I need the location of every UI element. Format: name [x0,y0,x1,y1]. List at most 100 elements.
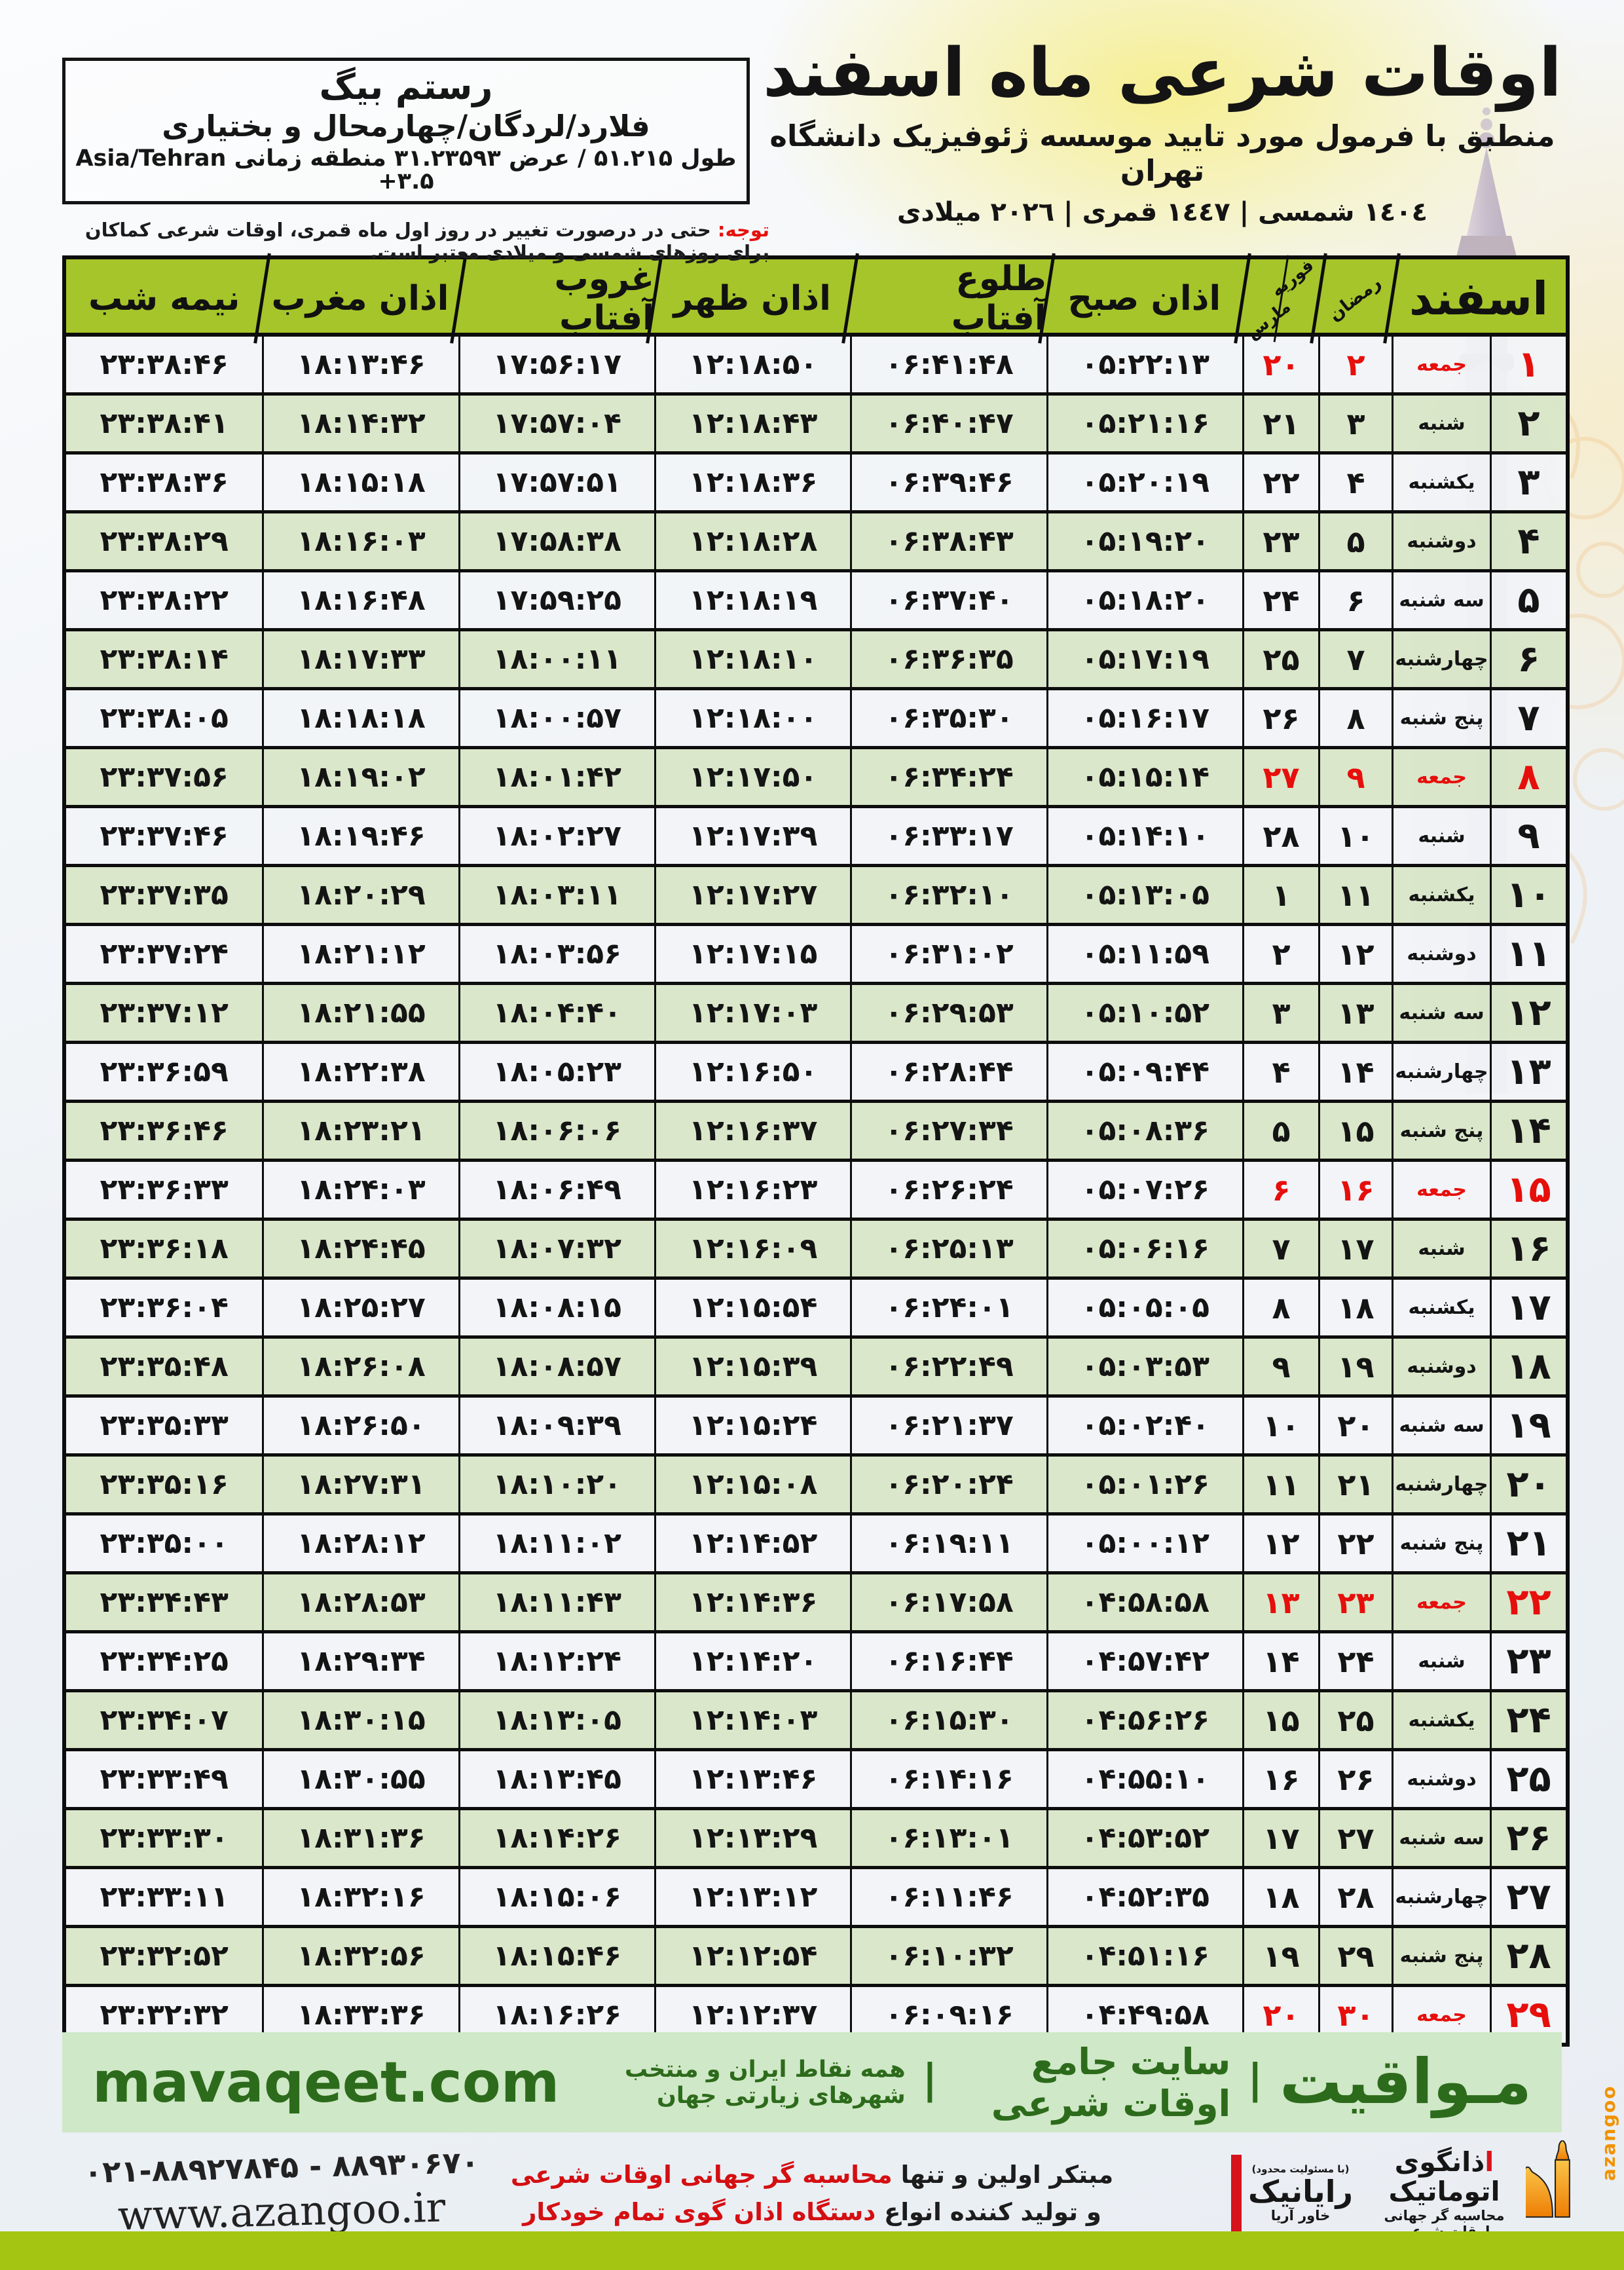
cell-azan-sobh: ۰۵:۱۱:۵۹ [1046,926,1242,982]
cell-ghorub-aftab: ۱۸:۱۵:۴۶ [458,1928,654,1984]
cell-azan-zohr: ۱۲:۱۸:۲۸ [654,513,850,569]
table-row: ۴ دوشنبه ۵ ۲۳ ۰۵:۱۹:۲۰ ۰۶:۳۸:۴۳ ۱۲:۱۸:۲۸… [66,513,1566,572]
cell-azan-maghreb: ۱۸:۲۵:۲۷ [262,1280,458,1335]
cell-azan-zohr: ۱۲:۱۴:۳۶ [654,1574,850,1630]
cell-weekday: پنج شنبه [1392,690,1490,746]
cell-ghorub-aftab: ۱۸:۰۸:۵۷ [458,1339,654,1394]
cell-ghorub-aftab: ۱۸:۰۶:۰۶ [458,1103,654,1159]
cell-day-number: ۱۷ [1490,1280,1566,1335]
cell-nime-shab: ۲۳:۳۸:۱۴ [100,642,229,676]
title-block: اوقات شرعی ماه اسفند منطبق با فرمول مورد… [753,30,1572,227]
cell-tolu-aftab: ۰۶:۲۷:۳۴ [850,1103,1046,1159]
cell-azan-maghreb: ۱۸:۳۰:۱۵ [262,1692,458,1748]
footer-separator: | [922,2055,938,2103]
cell-nime-shab: ۲۳:۳۷:۵۶ [100,760,229,794]
column-header-tolu-aftab: طلوع آفتاب [850,259,1046,338]
cell-ghorub-aftab: ۱۷:۵۸:۳۸ [458,513,654,569]
cell-feb-mar-day: ۲ [1242,926,1318,982]
cell-azan-maghreb: ۱۸:۱۳:۴۶ [262,337,458,392]
cell-nime-shab: ۲۳:۳۶:۵۹ [100,1054,229,1088]
cell-tolu-aftab: ۰۶:۳۸:۴۳ [850,513,1046,569]
cell-nime-shab: ۲۳:۳۸:۴۶ [100,347,229,381]
cell-nime-shab: ۲۳:۳۴:۰۷ [100,1703,229,1737]
timezone-value: Asia/Tehran +۳.۵ [75,145,434,195]
cell-azan-maghreb: ۱۸:۲۶:۰۸ [262,1339,458,1394]
rayanik-name: رایانیک [1248,2173,1353,2209]
cell-day-number: ۲۷ [1490,1869,1566,1925]
column-header-nime-shab: نیمه شب [88,279,240,318]
column-header-feb-mar: فوریه مارس [1242,255,1318,343]
cell-azan-maghreb: ۱۸:۱۶:۴۸ [262,572,458,628]
cell-weekday: چهارشنبه [1392,1044,1490,1100]
cell-azan-maghreb: ۱۸:۲۴:۰۳ [262,1162,458,1218]
cell-ramadan-day: ۲۰ [1318,1398,1392,1453]
cell-ghorub-aftab: ۱۷:۵۷:۵۱ [458,455,654,510]
cell-nime-shab: ۲۳:۳۶:۰۴ [100,1290,229,1324]
cell-ramadan-day: ۵ [1318,513,1392,569]
cell-azan-zohr: ۱۲:۱۵:۰۸ [654,1457,850,1512]
cell-ghorub-aftab: ۱۸:۰۱:۴۲ [458,749,654,805]
cell-azan-sobh: ۰۵:۲۰:۱۹ [1046,455,1242,510]
cell-weekday: چهارشنبه [1392,1869,1490,1925]
column-header-ghorub-aftab: غروب آفتاب [458,259,654,338]
table-row: ۱ جمعه ۲ ۲۰ ۰۵:۲۲:۱۳ ۰۶:۴۱:۴۸ ۱۲:۱۸:۵۰ ۱… [66,337,1566,396]
rayanik-tiny-text: (با مسئولیت محدود) [1251,2163,1350,2175]
cell-weekday: سه شنبه [1392,1398,1490,1453]
cell-azan-maghreb: ۱۸:۱۶:۰۳ [262,513,458,569]
footer-separator: | [1247,2055,1263,2103]
table-row: ۸ جمعه ۹ ۲۷ ۰۵:۱۵:۱۴ ۰۶:۳۴:۲۴ ۱۲:۱۷:۵۰ ۱… [66,749,1566,808]
column-header-azan-zohr: اذان ظهر [654,259,850,338]
cell-azan-sobh: ۰۵:۱۵:۱۴ [1046,749,1242,805]
cell-weekday: چهارشنبه [1392,631,1490,687]
cell-azan-maghreb: ۱۸:۱۸:۱۸ [262,690,458,746]
cell-ramadan-day: ۱۹ [1318,1339,1392,1394]
footer-tagline: همه نقاط ایران و منتخب شهرهای زیارتی جها… [625,2056,906,2109]
cell-ghorub-aftab: ۱۸:۰۹:۳۹ [458,1398,654,1453]
cell-ghorub-aftab: ۱۸:۰۸:۱۵ [458,1280,654,1335]
cell-azan-zohr: ۱۲:۱۸:۰۰ [654,690,850,746]
cell-tolu-aftab: ۰۶:۱۳:۰۱ [850,1810,1046,1866]
cell-azan-maghreb: ۱۸:۲۷:۳۱ [262,1457,458,1512]
cell-feb-mar-day: ۲۸ [1242,808,1318,864]
cell-azan-zohr: ۱۲:۱۳:۲۹ [654,1810,850,1866]
cell-feb-mar-day: ۱۹ [1242,1928,1318,1984]
cell-feb-mar-day: ۸ [1242,1280,1318,1335]
cell-day-number: ۲۰ [1490,1457,1566,1512]
contact-block: ۰۲۱-۸۸۹۲۷۸۴۵ - ۸۸۹۳۰۶۷۰ www.azangoo.ir [79,2144,485,2239]
cell-day-number: ۲۴ [1490,1692,1566,1748]
table-row: ۱۶ شنبه ۱۷ ۷ ۰۵:۰۶:۱۶ ۰۶:۲۵:۱۳ ۱۲:۱۶:۰۹ … [66,1221,1566,1280]
cell-nime-shab: ۲۳:۳۳:۱۱ [100,1880,229,1914]
table-row: ۱۲ سه شنبه ۱۳ ۳ ۰۵:۱۰:۵۲ ۰۶:۲۹:۵۳ ۱۲:۱۷:… [66,985,1566,1044]
column-header-esfand: اسفند [1392,259,1566,338]
cell-ramadan-day: ۲۱ [1318,1457,1392,1512]
cell-ramadan-day: ۲۷ [1318,1810,1392,1866]
table-row: ۹ شنبه ۱۰ ۲۸ ۰۵:۱۴:۱۰ ۰۶:۳۳:۱۷ ۱۲:۱۷:۳۹ … [66,808,1566,867]
cell-azan-sobh: ۰۵:۰۲:۴۰ [1046,1398,1242,1453]
table-row: ۱۰ یکشنبه ۱۱ ۱ ۰۵:۱۳:۰۵ ۰۶:۳۲:۱۰ ۱۲:۱۷:۲… [66,867,1566,926]
table-row: ۲۸ پنج شنبه ۲۹ ۱۹ ۰۴:۵۱:۱۶ ۰۶:۱۰:۳۲ ۱۲:۱… [66,1928,1566,1987]
location-info-box: رستم بیگ فلارد/لردگان/چهارمحال و بختیاری… [62,58,750,204]
cell-azan-sobh: ۰۴:۵۲:۳۵ [1046,1869,1242,1925]
cell-tolu-aftab: ۰۶:۴۰:۴۷ [850,396,1046,451]
cell-azan-zohr: ۱۲:۱۵:۲۴ [654,1398,850,1453]
cell-day-number: ۲۵ [1490,1751,1566,1807]
cell-ramadan-day: ۲۶ [1318,1751,1392,1807]
cell-feb-mar-day: ۲۴ [1242,572,1318,628]
cell-azan-zohr: ۱۲:۱۳:۱۲ [654,1869,850,1925]
cell-weekday: سه شنبه [1392,1810,1490,1866]
cell-tolu-aftab: ۰۶:۴۱:۴۸ [850,337,1046,392]
cell-ghorub-aftab: ۱۸:۰۰:۱۱ [458,631,654,687]
azangoo-fa-name: اذانگوی اتوماتیک [1388,2146,1500,2207]
cell-ghorub-aftab: ۱۸:۱۵:۰۶ [458,1869,654,1925]
cell-ghorub-aftab: ۱۸:۰۵:۲۳ [458,1044,654,1100]
cell-ramadan-day: ۱۵ [1318,1103,1392,1159]
cell-weekday: شنبه [1392,396,1490,451]
cell-azan-zohr: ۱۲:۱۴:۲۰ [654,1633,850,1689]
cell-feb-mar-day: ۱۷ [1242,1810,1318,1866]
cell-day-number: ۶ [1490,631,1566,687]
cell-azan-maghreb: ۱۸:۲۴:۴۵ [262,1221,458,1276]
cell-azan-sobh: ۰۵:۱۰:۵۲ [1046,985,1242,1041]
cell-weekday: یکشنبه [1392,455,1490,510]
cell-feb-mar-day: ۱۶ [1242,1751,1318,1807]
cell-ramadan-day: ۲۴ [1318,1633,1392,1689]
